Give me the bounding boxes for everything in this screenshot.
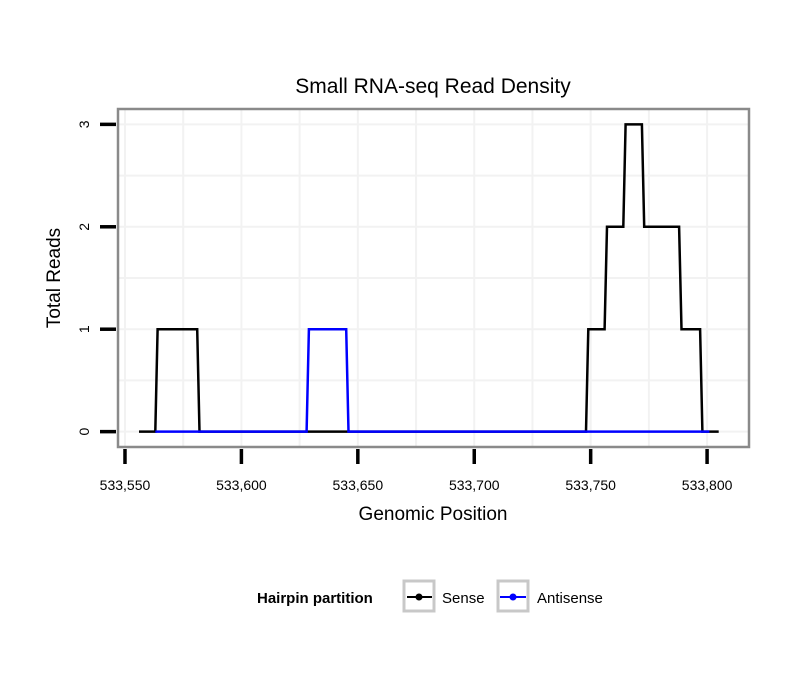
x-tick-label: 533,750 [565,477,616,493]
y-tick-label: 2 [76,223,92,231]
legend-item-sense: Sense [402,579,485,613]
x-tick-label: 533,800 [682,477,733,493]
x-tick-label: 533,550 [100,477,151,493]
legend: Hairpin partition Sense Antisense [257,579,603,613]
y-tick-label: 3 [76,120,92,128]
legend-key-point [509,593,517,601]
y-tick-label: 0 [76,427,92,435]
legend-item-antisense: Antisense [496,579,603,613]
x-tick-label: 533,600 [216,477,267,493]
x-tick-label: 533,650 [333,477,384,493]
plot-panel-border [116,107,751,449]
x-tick-label: 533,700 [449,477,500,493]
series-line-sense [139,123,719,433]
legend-key-point [415,593,423,601]
legend-title: Hairpin partition [257,590,373,607]
axes: 533,550 533,600 533,650 533,700 533,750 533,8… [76,120,733,493]
grid-lines [118,109,749,447]
y-tick-label: 1 [76,325,92,333]
chart-title: Small RNA-seq Read Density [295,75,571,98]
y-axis-label: Total Reads [44,228,65,328]
series-line-antisense [155,327,710,433]
x-axis-label: Genomic Position [359,504,508,525]
series-lines [139,123,719,433]
legend-label: Antisense [537,590,603,607]
legend-label: Sense [442,590,485,607]
